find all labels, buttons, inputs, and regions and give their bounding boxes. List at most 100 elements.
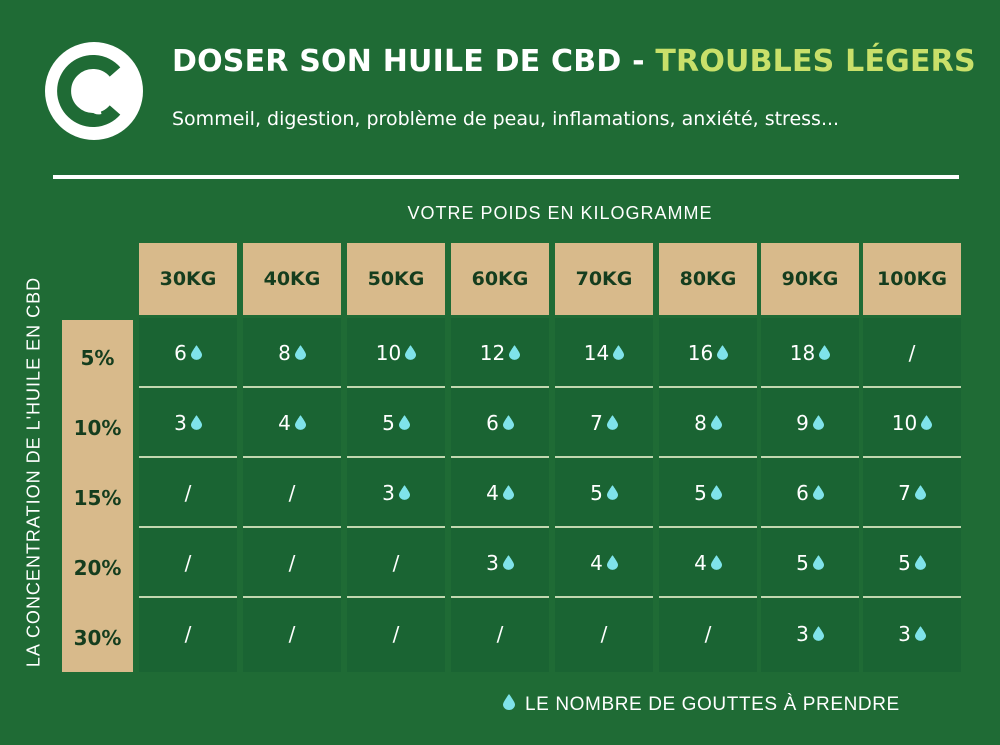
dose-value: / xyxy=(496,622,504,646)
title-accent: TROUBLES LÉGERS xyxy=(655,44,976,79)
dose-value: 3 xyxy=(898,622,911,646)
dose-cell: 5 xyxy=(347,390,445,458)
column-header: 100KG xyxy=(863,243,961,315)
page-title: DOSER SON HUILE DE CBD - TROUBLES LÉGERS xyxy=(172,44,976,79)
dose-value: / xyxy=(392,551,400,575)
column-background xyxy=(863,318,961,672)
dose-value: 5 xyxy=(796,551,809,575)
dose-cell: 3 xyxy=(139,390,237,458)
dose-value: 4 xyxy=(486,481,499,505)
dose-cell: 4 xyxy=(555,530,653,598)
drop-icon xyxy=(819,341,831,365)
dose-cell: 8 xyxy=(243,320,341,388)
dose-cell: / xyxy=(555,600,653,668)
dose-value: 5 xyxy=(382,411,395,435)
dose-cell: / xyxy=(347,530,445,598)
row-header: 20% xyxy=(73,556,122,580)
row-header-column xyxy=(62,320,133,672)
dose-cell: / xyxy=(139,460,237,528)
dose-value: 4 xyxy=(590,551,603,575)
divider xyxy=(53,175,959,179)
drop-icon xyxy=(914,551,926,575)
dose-value: 8 xyxy=(278,341,291,365)
dose-cell: 10 xyxy=(347,320,445,388)
column-header: 30KG xyxy=(139,243,237,315)
dose-cell: 6 xyxy=(139,320,237,388)
drop-icon xyxy=(503,694,515,716)
dose-cell: 4 xyxy=(659,530,757,598)
drop-icon xyxy=(509,341,521,365)
drop-icon xyxy=(717,341,729,365)
dose-cell: 3 xyxy=(863,600,961,668)
dose-cell: 3 xyxy=(761,600,859,668)
dose-cell: 5 xyxy=(761,530,859,598)
dose-value: 4 xyxy=(694,551,707,575)
drop-icon xyxy=(914,622,926,646)
row-header: 30% xyxy=(73,626,122,650)
dose-value: 12 xyxy=(479,341,506,365)
dose-value: 14 xyxy=(583,341,610,365)
drop-icon xyxy=(710,411,722,435)
dose-cell: 10 xyxy=(863,390,961,458)
dose-value: 10 xyxy=(375,341,402,365)
dose-value: / xyxy=(184,551,192,575)
drop-icon xyxy=(294,341,306,365)
dose-cell: / xyxy=(659,600,757,668)
drop-icon xyxy=(606,481,618,505)
column-background xyxy=(139,318,237,672)
dose-value: / xyxy=(288,551,296,575)
drop-icon xyxy=(398,481,410,505)
drop-icon xyxy=(294,411,306,435)
y-axis-label: LA CONCENTRATION DE L'HUILE EN CBD xyxy=(23,276,44,668)
column-background xyxy=(243,318,341,672)
dose-cell: / xyxy=(243,460,341,528)
dose-cell: 8 xyxy=(659,390,757,458)
dose-value: 18 xyxy=(789,341,816,365)
title-separator: - xyxy=(621,44,656,79)
drop-icon xyxy=(502,551,514,575)
dose-value: 7 xyxy=(898,481,911,505)
dose-value: / xyxy=(184,622,192,646)
dose-value: 3 xyxy=(796,622,809,646)
row-header: 15% xyxy=(73,486,122,510)
drop-icon xyxy=(190,341,202,365)
row-header: 5% xyxy=(80,346,115,370)
page-subtitle: Sommeil, digestion, problème de peau, in… xyxy=(172,108,840,130)
drop-icon xyxy=(710,481,722,505)
drop-icon xyxy=(812,481,824,505)
column-background xyxy=(451,318,549,672)
dose-cell: 4 xyxy=(243,390,341,458)
column-header: 60KG xyxy=(451,243,549,315)
drop-icon xyxy=(190,411,202,435)
row-header: 10% xyxy=(73,416,122,440)
dose-value: 3 xyxy=(382,481,395,505)
dose-value: 9 xyxy=(796,411,809,435)
dose-cell: 7 xyxy=(555,390,653,458)
dose-cell: 7 xyxy=(863,460,961,528)
dose-value: 5 xyxy=(694,481,707,505)
dose-value: / xyxy=(908,341,916,365)
dose-value: / xyxy=(288,481,296,505)
dose-cell: / xyxy=(243,530,341,598)
dose-value: / xyxy=(184,481,192,505)
drop-icon xyxy=(914,481,926,505)
column-header: 50KG xyxy=(347,243,445,315)
dose-cell: / xyxy=(139,530,237,598)
dose-cell: 14 xyxy=(555,320,653,388)
drop-icon xyxy=(502,481,514,505)
column-header: 70KG xyxy=(555,243,653,315)
dose-cell: 6 xyxy=(761,460,859,528)
dose-cell: 4 xyxy=(451,460,549,528)
dose-value: 4 xyxy=(278,411,291,435)
drop-icon xyxy=(606,551,618,575)
dose-value: 10 xyxy=(891,411,918,435)
dose-value: 6 xyxy=(796,481,809,505)
dose-value: / xyxy=(600,622,608,646)
dose-cell: / xyxy=(243,600,341,668)
drop-icon xyxy=(502,411,514,435)
dose-cell: 18 xyxy=(761,320,859,388)
x-axis-label: VOTRE POIDS EN KILOGRAMME xyxy=(407,203,713,223)
dose-value: 3 xyxy=(486,551,499,575)
dose-cell: / xyxy=(451,600,549,668)
dose-value: 5 xyxy=(898,551,911,575)
